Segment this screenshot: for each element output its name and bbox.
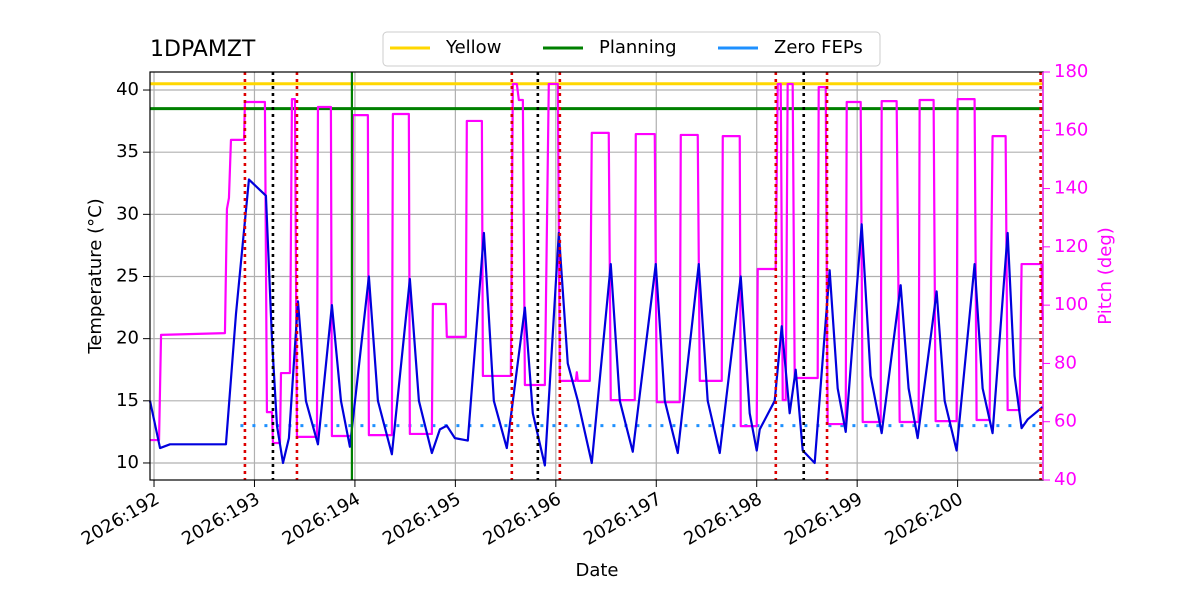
x-tick-label: 2026:198 [681,488,766,549]
y-axis-label: Temperature (°C) [85,198,106,354]
y2-tick-label: 140 [1054,178,1088,199]
y2-tick-label: 40 [1054,469,1077,490]
chart-title: 1DPAMZT [150,37,256,62]
y-tick-label: 30 [116,203,139,224]
y2-tick-label: 60 [1054,411,1077,432]
x-tick-label: 2026:192 [78,488,163,549]
legend-box [382,31,881,67]
x-axis-label: Date [575,560,618,581]
y2-axis-label: Pitch (deg) [1095,227,1116,325]
x-tick-label: 2026:196 [480,488,565,549]
legend-label: Yellow [445,37,501,58]
y2-tick-label: 120 [1054,236,1088,257]
y-tick-label: 25 [116,265,139,286]
y-tick-label: 10 [116,452,139,473]
series-line [150,82,1044,445]
y-tick-label: 35 [116,141,139,162]
y2-tick-label: 160 [1054,119,1088,140]
x-tick-label: 2026:193 [178,488,263,549]
y2-tick-label: 80 [1054,352,1077,373]
x-tick-label: 2026:195 [379,488,464,549]
x-tick-label: 2026:194 [279,488,364,549]
y2-tick-label: 180 [1054,61,1088,82]
y2-tick-label: 100 [1054,294,1088,315]
x-tick-label: 2026:199 [781,488,866,549]
y-tick-label: 40 [116,79,139,100]
y-tick-label: 20 [116,328,139,349]
y-tick-label: 15 [116,390,139,411]
x-tick-label: 2026:197 [580,488,665,549]
series-line [148,178,1044,467]
x-tick-label: 2026:200 [881,488,966,549]
legend-label: Planning [599,37,677,58]
legend-label: Zero FEPs [774,37,863,58]
